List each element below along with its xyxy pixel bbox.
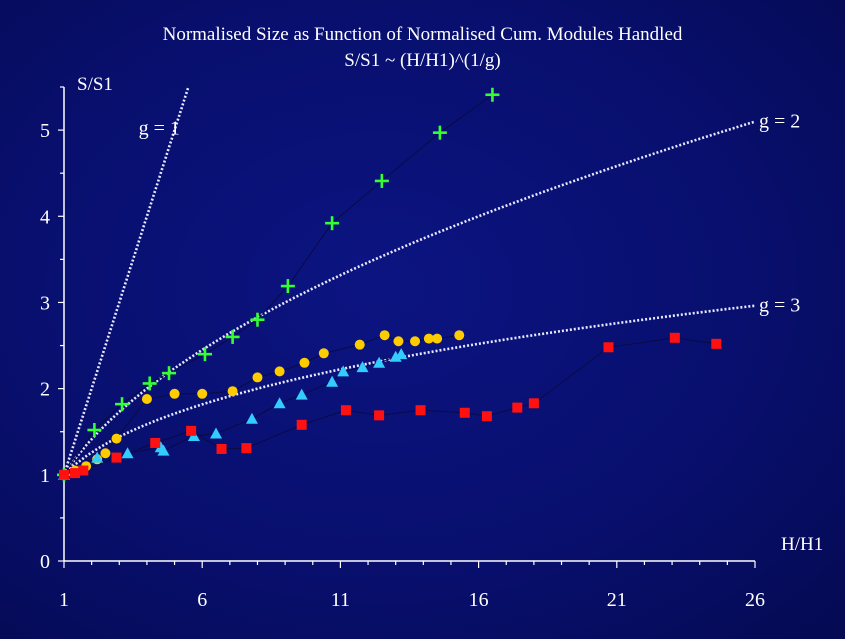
x-tick-label: 1: [59, 589, 69, 611]
data-point-square: [111, 452, 122, 463]
data-point-circle: [354, 339, 365, 350]
data-point-square: [415, 405, 426, 416]
chart-subtitle: S/S1 ~ (H/H1)^(1/g): [344, 50, 501, 71]
series-line: [63, 353, 402, 476]
y-tick-label: 5: [40, 120, 50, 142]
data-point-plus: [374, 173, 389, 188]
data-point-circle: [169, 388, 180, 399]
data-point-square: [150, 437, 161, 448]
data-point-triangle: [295, 388, 308, 400]
data-point-circle: [274, 366, 285, 377]
data-point-square: [70, 468, 81, 479]
data-point-square: [216, 443, 227, 454]
data-point-triangle: [273, 397, 286, 409]
data-point-circle: [423, 333, 434, 344]
data-point-square: [186, 425, 197, 436]
data-point-circle: [393, 336, 404, 347]
data-point-circle: [111, 433, 122, 444]
data-point-plus: [115, 397, 130, 412]
data-point-plus: [142, 376, 157, 391]
data-point-circle: [432, 333, 443, 344]
y-tick-label: 0: [40, 551, 50, 573]
data-point-plus: [280, 279, 295, 294]
data-point-circle: [141, 393, 152, 404]
reference-curve-label: g = 1: [139, 117, 180, 139]
data-point-plus: [325, 216, 340, 231]
data-point-triangle: [326, 375, 339, 387]
data-point-square: [711, 338, 722, 349]
data-point-triangle: [373, 356, 386, 368]
x-tick-label: 11: [331, 589, 350, 611]
x-tick-label: 16: [469, 589, 489, 611]
reference-curve-g2: [62, 120, 756, 476]
data-point-circle: [454, 330, 465, 341]
data-point-circle: [252, 372, 263, 383]
axes: [63, 87, 755, 562]
data-point-triangle: [337, 365, 350, 377]
x-tick-label: 6: [197, 589, 207, 611]
data-point-square: [603, 342, 614, 353]
data-point-circle: [379, 330, 390, 341]
data-point-square: [669, 332, 680, 343]
data-point-square: [459, 407, 470, 418]
reference-curve-label: g = 3: [759, 295, 800, 317]
data-point-square: [78, 465, 89, 476]
data-point-circle: [227, 386, 238, 397]
reference-curve-label: g = 2: [759, 111, 800, 133]
reference-curves: g = 1 g = 2 g = 3: [62, 86, 800, 476]
data-point-square: [481, 411, 492, 422]
data-point-triangle: [245, 412, 258, 424]
data-point-plus: [485, 87, 500, 102]
data-point-plus: [225, 329, 240, 344]
data-point-square: [374, 410, 385, 421]
series-lines: [63, 94, 717, 476]
data-point-square: [241, 443, 252, 454]
x-axis-label: H/H1: [781, 534, 823, 555]
data-point-square: [528, 398, 539, 409]
data-point-square: [59, 469, 69, 480]
series-markers: [57, 87, 722, 482]
x-tick-label: 26: [745, 589, 765, 611]
data-point-triangle: [157, 444, 170, 456]
y-tick-label: 1: [40, 465, 50, 487]
data-point-plus: [87, 423, 102, 438]
y-tick-label: 4: [40, 206, 50, 228]
data-point-triangle: [210, 427, 223, 439]
data-point-circle: [299, 357, 310, 368]
data-point-plus: [432, 125, 447, 140]
data-point-square: [512, 402, 523, 413]
data-point-circle: [100, 448, 111, 459]
data-point-plus: [197, 347, 212, 362]
data-point-square: [340, 405, 351, 416]
x-tick-label: 21: [607, 589, 627, 611]
reference-curve-g3: [63, 304, 756, 476]
data-point-circle: [318, 348, 329, 359]
data-point-triangle: [356, 361, 369, 373]
data-point-plus: [250, 312, 265, 327]
y-axis-label: S/S1: [77, 74, 113, 95]
data-point-triangle: [121, 447, 134, 459]
y-tick-label: 3: [40, 292, 50, 314]
data-point-plus: [162, 366, 177, 381]
chart-title: Normalised Size as Function of Normalise…: [162, 24, 683, 45]
data-point-triangle: [91, 451, 104, 463]
data-point-triangle: [395, 348, 408, 360]
data-point-circle: [410, 336, 421, 347]
y-tick-label: 2: [40, 379, 50, 401]
series-line: [63, 94, 493, 476]
data-point-square: [296, 419, 307, 430]
data-point-circle: [197, 388, 208, 399]
